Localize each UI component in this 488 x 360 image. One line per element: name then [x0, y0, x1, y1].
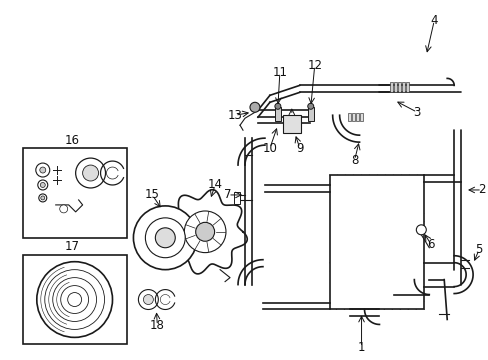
- Text: 7: 7: [224, 188, 231, 202]
- Circle shape: [145, 218, 185, 258]
- Bar: [398, 82, 401, 92]
- Bar: [406, 82, 408, 92]
- Bar: [389, 82, 393, 92]
- Text: 3: 3: [413, 106, 420, 119]
- Bar: [234, 192, 240, 204]
- Text: 2: 2: [477, 184, 485, 197]
- Bar: [282, 115, 300, 133]
- Text: 5: 5: [474, 243, 482, 256]
- Text: 9: 9: [295, 141, 303, 155]
- Text: 16: 16: [65, 134, 80, 147]
- Circle shape: [36, 163, 50, 177]
- Circle shape: [184, 211, 225, 253]
- Circle shape: [60, 205, 67, 213]
- Circle shape: [415, 225, 426, 235]
- Circle shape: [143, 294, 153, 305]
- Text: 8: 8: [350, 154, 358, 167]
- Bar: [359, 113, 362, 121]
- Text: 10: 10: [262, 141, 277, 155]
- Circle shape: [195, 222, 214, 241]
- Circle shape: [138, 289, 158, 310]
- Text: 4: 4: [429, 14, 437, 27]
- Bar: [402, 82, 405, 92]
- Circle shape: [76, 158, 105, 188]
- Circle shape: [40, 183, 45, 188]
- Bar: [307, 107, 313, 121]
- Circle shape: [155, 228, 175, 248]
- Bar: [355, 113, 358, 121]
- Bar: [394, 82, 397, 92]
- Text: 1: 1: [357, 341, 365, 354]
- Text: 13: 13: [227, 109, 242, 122]
- Bar: [274, 107, 280, 121]
- Circle shape: [274, 103, 280, 109]
- Text: 17: 17: [65, 240, 80, 253]
- Text: 14: 14: [207, 179, 222, 192]
- Bar: [351, 113, 354, 121]
- Circle shape: [38, 180, 48, 190]
- Circle shape: [133, 206, 197, 270]
- Circle shape: [41, 196, 45, 200]
- Bar: [23, 148, 127, 238]
- Circle shape: [82, 165, 99, 181]
- Circle shape: [39, 194, 47, 202]
- Text: 15: 15: [144, 188, 160, 202]
- Text: 11: 11: [272, 66, 287, 79]
- Bar: [329, 175, 424, 310]
- Text: 12: 12: [306, 59, 322, 72]
- Bar: [23, 255, 127, 345]
- Circle shape: [40, 167, 46, 173]
- Circle shape: [249, 102, 260, 112]
- Text: 18: 18: [150, 319, 164, 332]
- Text: 6: 6: [427, 238, 434, 251]
- Bar: [347, 113, 350, 121]
- Circle shape: [307, 103, 313, 109]
